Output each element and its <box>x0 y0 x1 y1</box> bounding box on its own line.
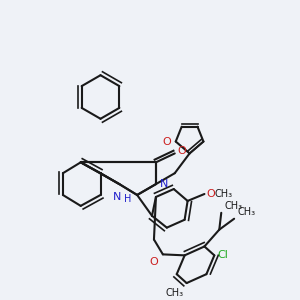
Text: N: N <box>160 179 168 189</box>
Text: O: O <box>178 146 187 156</box>
Text: Cl: Cl <box>217 250 228 260</box>
Text: CH₃: CH₃ <box>166 288 184 298</box>
Text: O: O <box>162 136 171 146</box>
Text: CH₃: CH₃ <box>237 207 255 217</box>
Text: H: H <box>124 194 132 204</box>
Text: N: N <box>113 192 122 202</box>
Text: CH₃: CH₃ <box>224 201 242 211</box>
Text: O: O <box>149 257 158 267</box>
Text: CH₃: CH₃ <box>214 189 232 199</box>
Text: O: O <box>206 189 215 199</box>
